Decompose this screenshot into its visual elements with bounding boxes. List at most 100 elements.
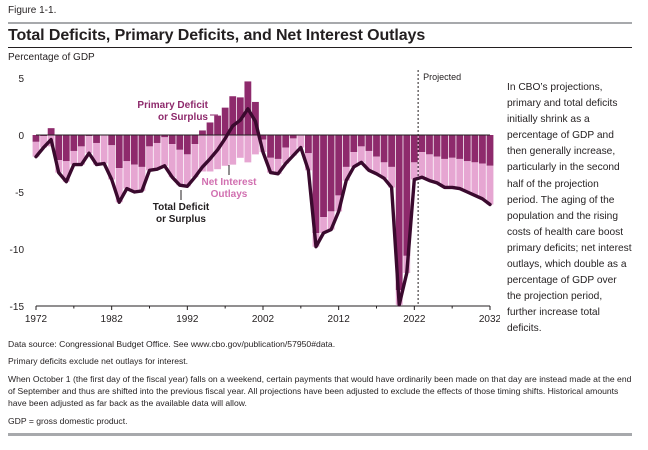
- primary-bar: [259, 135, 267, 140]
- primary-bar: [85, 135, 93, 137]
- net-interest-bar: [418, 152, 426, 178]
- primary-note: Primary deficits exclude net outlays for…: [8, 356, 189, 366]
- primary-bar: [221, 107, 229, 135]
- net-interest-bar: [100, 135, 108, 164]
- primary-bar: [32, 135, 40, 142]
- primary-bar: [426, 135, 433, 155]
- primary-bar: [388, 135, 396, 167]
- primary-bar: [471, 135, 479, 163]
- primary-bar: [146, 135, 153, 147]
- net-interest-bar: [123, 161, 131, 189]
- primary-bar: [357, 135, 365, 147]
- primary-bar: [274, 135, 282, 159]
- net-interest-bar: [70, 150, 78, 165]
- x-tick-label: 1982: [101, 314, 124, 325]
- y-tick-label: 5: [18, 74, 24, 85]
- primary-bar: [77, 135, 85, 147]
- primary-bar: [304, 135, 312, 154]
- projected-label: Projected: [423, 72, 461, 82]
- net-interest-bar: [304, 153, 312, 171]
- net-interest-bar: [40, 136, 47, 148]
- primary-bar: [183, 135, 191, 155]
- x-tick-label: 1992: [176, 314, 199, 325]
- primary-bar: [199, 130, 206, 135]
- annotation-text: or Surplus: [156, 214, 206, 225]
- primary-bar: [191, 135, 199, 145]
- net-interest-bar: [342, 166, 350, 181]
- net-interest-bar: [479, 163, 486, 199]
- net-interest-bar: [471, 162, 479, 196]
- net-interest-bar: [108, 145, 116, 180]
- net-interest-bar: [252, 135, 259, 155]
- net-interest-bar: [441, 158, 449, 188]
- annotation-text: or Surplus: [158, 112, 208, 123]
- net-interest-bar: [130, 164, 138, 192]
- net-interest-bar: [115, 168, 123, 203]
- net-interest-bar: [153, 142, 161, 170]
- net-interest-bar: [176, 149, 184, 186]
- source-link[interactable]: www.cbo.gov/publication/57950#data: [190, 339, 333, 349]
- primary-bar: [403, 135, 411, 256]
- figure-label: Figure 1-1.: [8, 5, 57, 16]
- chart-bars: [32, 81, 494, 305]
- net-interest-bar: [77, 146, 85, 165]
- annotation-text: Primary Deficit: [137, 100, 208, 111]
- source-prefix: Data source: Congressional Budget Office…: [8, 339, 191, 349]
- net-interest-bar: [357, 146, 365, 163]
- net-interest-bar: [161, 137, 169, 166]
- x-tick-label: 2032: [479, 314, 500, 325]
- primary-bar: [176, 135, 184, 150]
- x-tick-label: 2012: [328, 314, 351, 325]
- primary-bar: [168, 135, 176, 145]
- net-interest-bar: [183, 154, 191, 187]
- annotation-text: Net Interest: [201, 177, 257, 188]
- net-interest-bar: [388, 166, 396, 188]
- primary-bar: [40, 135, 47, 137]
- net-interest-bar: [206, 135, 214, 172]
- primary-bar: [479, 135, 486, 164]
- source-note: Data source: Congressional Budget Office…: [8, 338, 632, 350]
- net-interest-bar: [486, 165, 494, 205]
- y-tick-label: -15: [10, 302, 25, 313]
- annotation-text: Total Deficit: [153, 202, 210, 213]
- net-interest-bar: [289, 138, 297, 156]
- primary-bar: [153, 135, 161, 143]
- primary-bar: [108, 135, 116, 146]
- net-interest-bar: [335, 195, 343, 212]
- net-interest-bar: [32, 141, 40, 157]
- gdp-note: GDP = gross domestic product.: [8, 416, 128, 426]
- primary-bar: [267, 135, 274, 158]
- primary-bar: [161, 135, 169, 138]
- net-interest-bar: [282, 147, 290, 164]
- net-interest-bar: [380, 162, 388, 179]
- net-interest-bar: [85, 136, 93, 154]
- primary-bar: [463, 135, 471, 162]
- primary-bar: [395, 135, 403, 291]
- net-interest-bar: [199, 135, 206, 172]
- y-tick-label: -5: [15, 188, 24, 199]
- annotation-text: Outlays: [211, 189, 248, 200]
- primary-bar: [448, 135, 456, 158]
- net-interest-bar: [365, 150, 373, 171]
- primary-bar: [320, 135, 327, 218]
- primary-bar: [433, 135, 441, 157]
- net-interest-bar: [320, 217, 327, 234]
- primary-bar: [486, 135, 494, 166]
- net-interest-bar: [191, 144, 199, 178]
- net-interest-bar: [62, 161, 70, 182]
- net-interest-bar: [229, 135, 237, 165]
- net-interest-bar: [350, 152, 358, 167]
- title-rule: [8, 47, 632, 48]
- primary-bar: [229, 96, 237, 135]
- primary-bar: [365, 135, 373, 151]
- primary-bar: [350, 135, 358, 153]
- net-interest-bar: [267, 157, 274, 173]
- primary-bar: [138, 135, 146, 167]
- net-interest-bar: [410, 162, 418, 180]
- primary-bar: [115, 135, 123, 169]
- figure-title: Total Deficits, Primary Deficits, and Ne…: [8, 27, 426, 44]
- net-interest-bar: [448, 157, 456, 188]
